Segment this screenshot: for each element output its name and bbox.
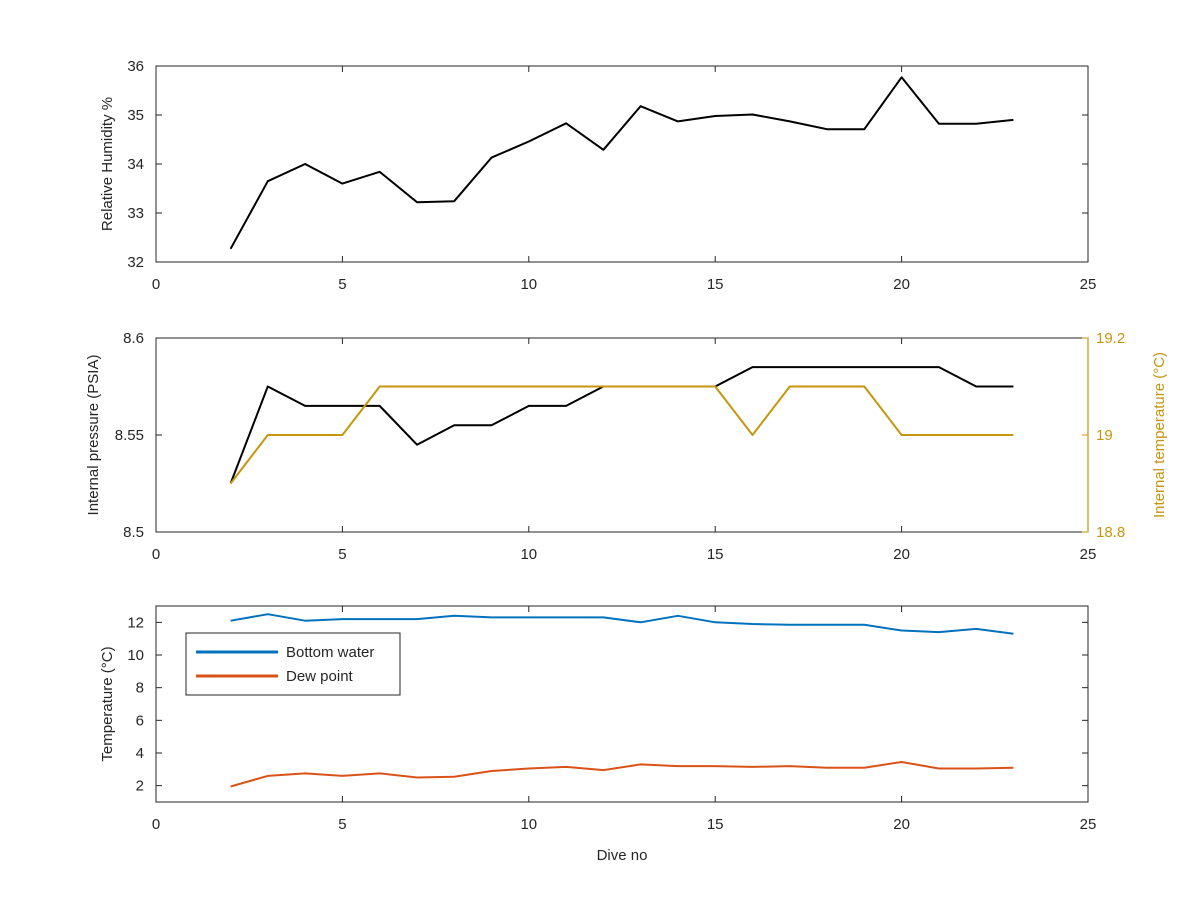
pressure-x-tick-label: 10 (520, 546, 537, 563)
temperature-y-tick-label: 10 (127, 647, 144, 664)
pressure-y-tick-label: 8.55 (115, 427, 144, 444)
bottom-water-line (230, 613, 1014, 635)
temperature-x-tick-label: 15 (707, 816, 724, 833)
pressure-temperature-panel: Internal pressure (PSIA) Internal temper… (85, 330, 1168, 563)
pressure-x-tick-label: 20 (893, 546, 910, 563)
pressure-x-tick-label: 5 (338, 546, 346, 563)
dive-number-x-axis-label: Dive no (597, 847, 648, 864)
legend-box (185, 632, 401, 696)
humidity-y-tick-label: 34 (127, 156, 144, 173)
temperature-x-tick-label: 20 (893, 816, 910, 833)
humidity-y-tick-label: 32 (127, 254, 144, 271)
internal-temperature-tick-label: 18.8 (1096, 524, 1125, 541)
dew-point-line (230, 761, 1014, 788)
humidity-x-tick-label: 5 (338, 276, 346, 293)
humidity-x-tick-label: 0 (152, 276, 160, 293)
legend-label: Bottom water (286, 644, 374, 661)
temperature-y-tick-label: 2 (136, 778, 144, 795)
humidity-x-tick-label: 10 (520, 276, 537, 293)
pressure-y-tick-label: 8.6 (123, 330, 144, 347)
pressure-y-tick-label: 8.5 (123, 524, 144, 541)
temperature-y-tick-label: 6 (136, 712, 144, 729)
temperature-x-tick-label: 25 (1080, 816, 1097, 833)
temperature-y-tick-label: 8 (136, 680, 144, 697)
internal-temperature-tick-label: 19 (1096, 427, 1113, 444)
temperature-plot-area (155, 605, 1089, 803)
temperature-panel: Temperature (°C) Dive no 0 5 10 15 20 25 2 4 6 8 1… (99, 605, 1097, 864)
pressure-x-tick-label: 25 (1080, 546, 1097, 563)
pressure-series-right-line (229, 385, 1014, 485)
humidity-x-tick-label: 15 (707, 276, 724, 293)
temperature-y-axis-label: Temperature (°C) (99, 646, 116, 761)
humidity-x-tick-label: 20 (893, 276, 910, 293)
temperature-y-tick-label: 12 (127, 614, 144, 631)
humidity-panel: Relative Humidity % 0 5 10 15 20 25 32 33 34 35 36 (99, 58, 1096, 293)
humidity-y-tick-label: 36 (127, 58, 144, 75)
humidity-y-tick-label: 35 (127, 107, 144, 124)
humidity-y-axis-label: Relative Humidity % (99, 97, 116, 231)
temperature-x-tick-label: 5 (338, 816, 346, 833)
pressure-series-left-line (229, 366, 1014, 484)
legend-label: Dew point (286, 668, 354, 685)
humidity-plot-area (155, 65, 1089, 263)
humidity-x-tick-label: 25 (1080, 276, 1097, 293)
pressure-x-tick-label: 0 (152, 546, 160, 563)
internal-temperature-y-axis-label: Internal temperature (°C) (1151, 352, 1168, 518)
humidity-series-left-line (229, 76, 1014, 250)
temperature-x-tick-label: 10 (520, 816, 537, 833)
temperature-x-tick-label: 0 (152, 816, 160, 833)
internal-temperature-tick-label: 19.2 (1096, 330, 1125, 347)
pressure-y-axis-label: Internal pressure (PSIA) (85, 355, 102, 516)
humidity-y-tick-label: 33 (127, 205, 144, 222)
pressure-x-tick-label: 15 (707, 546, 724, 563)
temperature-y-tick-label: 4 (136, 745, 144, 762)
